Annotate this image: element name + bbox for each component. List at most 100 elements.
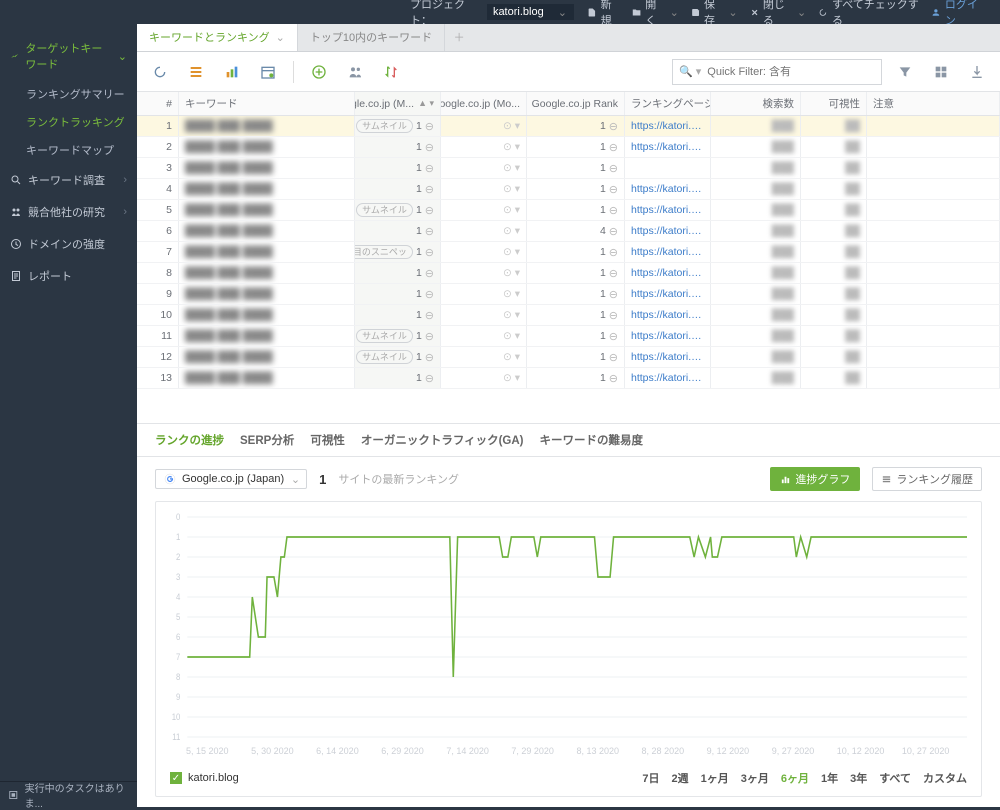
quick-filter-input[interactable] (707, 66, 881, 78)
cell-vis: ██ (801, 284, 867, 304)
subtab-rank-progress[interactable]: ランクの進捗 (155, 432, 224, 448)
cell-index: 3 (137, 158, 179, 178)
svg-text:7: 7 (176, 651, 181, 662)
refresh-icon[interactable] (147, 59, 173, 85)
cell-mo: ▦サムネイル1⊖ (355, 200, 441, 220)
sidebar-item-domain-strength[interactable]: ドメインの強度 (0, 228, 137, 260)
col-page[interactable]: ランキングページ (625, 92, 711, 115)
table-row[interactable]: 6████ ███ ████1⊖⊙ ▾4⊖https://katori.blog… (137, 221, 1000, 242)
col-keyword[interactable]: キーワード (179, 92, 355, 115)
range-3m[interactable]: 3ヶ月 (741, 770, 769, 786)
col-google-mo[interactable]: Google.co.jp (M...▲ ▾ (355, 92, 441, 115)
search-engine-select[interactable]: Google.co.jp (Japan) (155, 469, 307, 489)
table-row[interactable]: 8████ ███ ████1⊖⊙ ▾1⊖https://katori.blog… (137, 263, 1000, 284)
range-1y[interactable]: 1年 (821, 770, 838, 786)
cell-sv: ███ (711, 200, 801, 220)
table-row[interactable]: 3████ ███ ████1⊖⊙ ▾1⊖█████ (137, 158, 1000, 179)
range-custom[interactable]: カスタム (923, 770, 967, 786)
table-row[interactable]: 2████ ███ ████1⊖⊙ ▾1⊖https://katori.blog… (137, 137, 1000, 158)
sort-asc-icon: ▲ ▾ (418, 98, 434, 109)
topbar: プロジェクト： katori.blog ⌄ 新規 開く⌄ 保存⌄ 閉じる⌄ すべ… (0, 0, 1000, 24)
table-row[interactable]: 9████ ███ ████1⊖⊙ ▾1⊖https://katori.blog… (137, 284, 1000, 305)
svg-text:5: 5 (176, 611, 181, 622)
col-visibility[interactable]: 可視性 (801, 92, 867, 115)
tab-keywords-rankings[interactable]: キーワードとランキング⌄ (137, 24, 298, 51)
sidebar-item-reports[interactable]: レポート (0, 260, 137, 292)
cell-page: https://katori.blog... (625, 242, 711, 262)
table-row[interactable]: 5████ ███ ████▦サムネイル1⊖⊙ ▾1⊖https://kator… (137, 200, 1000, 221)
range-2w[interactable]: 2週 (671, 770, 688, 786)
cell-rank: 1⊖ (527, 200, 625, 220)
cell-vis: ██ (801, 158, 867, 178)
range-6m[interactable]: 6ヶ月 (781, 770, 809, 786)
table-row[interactable]: 4████ ███ ████1⊖⊙ ▾1⊖https://katori.blog… (137, 179, 1000, 200)
sidebar-item-target-keywords[interactable]: ターゲットキーワード (0, 32, 137, 80)
table-row[interactable]: 13████ ███ ████1⊖⊙ ▾1⊖https://katori.blo… (137, 368, 1000, 389)
tab-add-button[interactable]: ＋ (445, 24, 473, 51)
add-icon[interactable] (306, 59, 332, 85)
cell-sv: ███ (711, 242, 801, 262)
svg-text:2: 2 (176, 551, 181, 562)
table-row[interactable]: 10████ ███ ████1⊖⊙ ▾1⊖https://katori.blo… (137, 305, 1000, 326)
subtab-organic-traffic[interactable]: オーガニックトラフィック(GA) (361, 432, 524, 448)
sidebar-item-keyword-research[interactable]: キーワード調査 (0, 164, 137, 196)
cell-index: 10 (137, 305, 179, 325)
cell-keyword: ████ ███ ████ (179, 179, 355, 199)
cell-page: https://katori.blog... (625, 368, 711, 388)
col-google-rank[interactable]: Google.co.jp Rank (527, 92, 625, 115)
cell-mo2: ⊙ ▾ (441, 200, 527, 220)
cell-index: 7 (137, 242, 179, 262)
col-index[interactable]: # (137, 92, 179, 115)
range-7d[interactable]: 7日 (642, 770, 659, 786)
svg-text:4: 4 (176, 591, 181, 602)
col-notes[interactable]: 注意 (867, 92, 1000, 115)
cell-index: 13 (137, 368, 179, 388)
cell-mo2: ⊙ ▾ (441, 368, 527, 388)
grid-icon[interactable] (928, 59, 954, 85)
cell-sv: ███ (711, 158, 801, 178)
cell-vis: ██ (801, 179, 867, 199)
filter-icon[interactable] (892, 59, 918, 85)
people-icon[interactable] (342, 59, 368, 85)
cell-sv: ███ (711, 284, 801, 304)
cell-rank: 1⊖ (527, 179, 625, 199)
sidebar-item-competitor-research[interactable]: 競合他社の研究 (0, 196, 137, 228)
col-search-volume[interactable]: 検索数 (711, 92, 801, 115)
table-row[interactable]: 11████ ███ ████▦サムネイル1⊖⊙ ▾1⊖https://kato… (137, 326, 1000, 347)
svg-text:8: 8 (176, 671, 181, 682)
col-google-mo2[interactable]: Google.co.jp (Mo... (441, 92, 527, 115)
tab-top10[interactable]: トップ10内のキーワード (298, 24, 445, 51)
range-all[interactable]: すべて (879, 770, 911, 786)
subtab-visibility[interactable]: 可視性 (310, 432, 345, 448)
subtab-difficulty[interactable]: キーワードの難易度 (540, 432, 644, 448)
download-icon[interactable] (964, 59, 990, 85)
table-row[interactable]: 12████ ███ ████▦サムネイル1⊖⊙ ▾1⊖https://kato… (137, 347, 1000, 368)
cell-keyword: ████ ███ ████ (179, 221, 355, 241)
cell-sv: ███ (711, 116, 801, 136)
range-1m[interactable]: 1ヶ月 (701, 770, 729, 786)
sidebar-item-ranking-summary[interactable]: ランキングサマリー (0, 80, 137, 108)
cell-rank: 1⊖ (527, 158, 625, 178)
cell-page: https://katori.blog... (625, 200, 711, 220)
sidebar-item-rank-tracking[interactable]: ランクトラッキング (0, 108, 137, 136)
content-tabs: キーワードとランキング⌄ トップ10内のキーワード ＋ (137, 24, 1000, 52)
cell-keyword: ████ ███ ████ (179, 242, 355, 262)
cell-note (867, 284, 1000, 304)
range-3y[interactable]: 3年 (850, 770, 867, 786)
barchart-icon[interactable] (219, 59, 245, 85)
cell-mo2: ⊙ ▾ (441, 137, 527, 157)
ranking-history-button[interactable]: ランキング履歴 (872, 467, 982, 491)
progress-graph-button[interactable]: 進捗グラフ (770, 467, 860, 491)
cell-keyword: ████ ███ ████ (179, 347, 355, 367)
cell-mo2: ⊙ ▾ (441, 284, 527, 304)
calendar-icon[interactable] (255, 59, 281, 85)
cell-keyword: ████ ███ ████ (179, 137, 355, 157)
table-row[interactable]: 7████ ███ ████♛注目のスニペッ1⊖⊙ ▾1⊖https://kat… (137, 242, 1000, 263)
table-row[interactable]: 1████ ███ ████▦サムネイル1⊖⊙ ▾1⊖https://kator… (137, 116, 1000, 137)
sidebar-item-keyword-map[interactable]: キーワードマップ (0, 136, 137, 164)
cell-mo: 1⊖ (355, 137, 441, 157)
subtab-serp[interactable]: SERP分析 (240, 432, 294, 448)
cell-sv: ███ (711, 263, 801, 283)
sort-icon[interactable] (378, 59, 404, 85)
list-icon[interactable] (183, 59, 209, 85)
